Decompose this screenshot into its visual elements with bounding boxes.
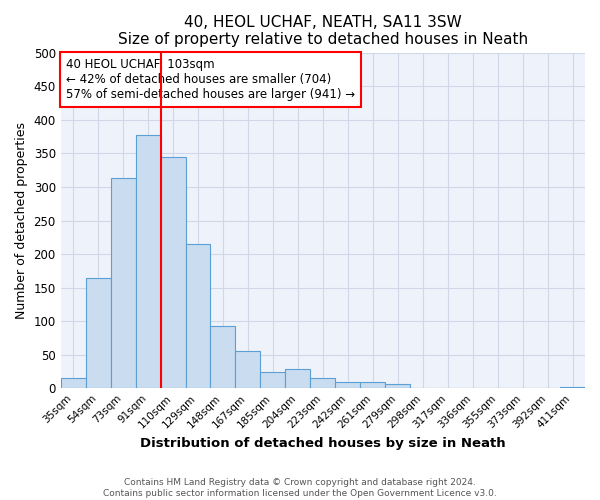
Bar: [360, 382, 385, 388]
Bar: [335, 382, 360, 388]
Y-axis label: Number of detached properties: Number of detached properties: [15, 122, 28, 319]
Bar: [61, 378, 86, 388]
Bar: [286, 369, 310, 388]
Bar: [560, 387, 585, 388]
Bar: [235, 352, 260, 389]
Bar: [211, 326, 235, 388]
Text: 40 HEOL UCHAF: 103sqm
← 42% of detached houses are smaller (704)
57% of semi-det: 40 HEOL UCHAF: 103sqm ← 42% of detached …: [66, 58, 355, 101]
Bar: [310, 378, 335, 388]
Bar: [161, 157, 185, 388]
Bar: [185, 244, 211, 388]
Bar: [260, 372, 286, 388]
Bar: [110, 178, 136, 388]
Text: Contains HM Land Registry data © Crown copyright and database right 2024.
Contai: Contains HM Land Registry data © Crown c…: [103, 478, 497, 498]
Bar: [385, 384, 410, 388]
Bar: [86, 278, 110, 388]
Bar: [136, 134, 161, 388]
Title: 40, HEOL UCHAF, NEATH, SA11 3SW
Size of property relative to detached houses in : 40, HEOL UCHAF, NEATH, SA11 3SW Size of …: [118, 15, 528, 48]
X-axis label: Distribution of detached houses by size in Neath: Distribution of detached houses by size …: [140, 437, 506, 450]
